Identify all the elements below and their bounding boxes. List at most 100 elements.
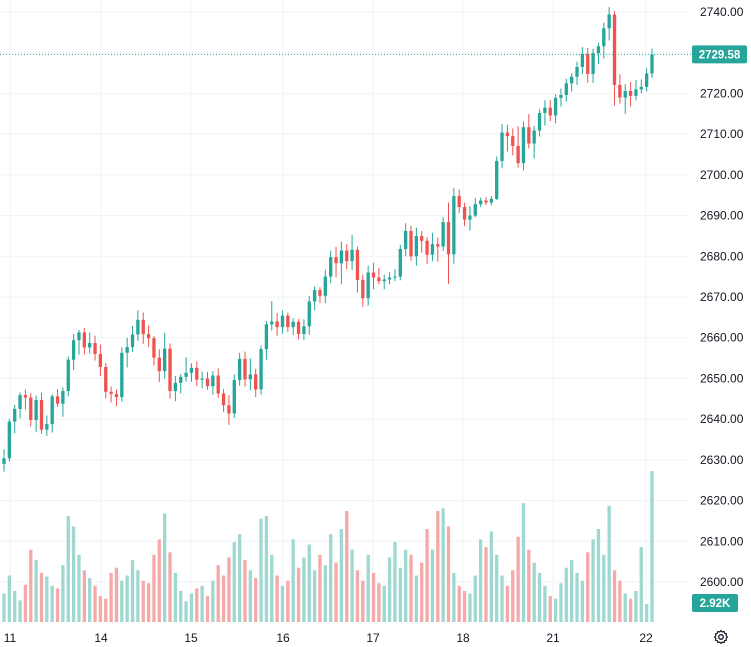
candle-body <box>414 235 419 257</box>
y-tick-label: 2620.00 <box>700 494 744 508</box>
candle-body <box>130 334 135 348</box>
volume-bar <box>23 584 28 622</box>
volume-bar <box>264 516 269 622</box>
y-tick-label: 2610.00 <box>700 534 744 548</box>
candle-body <box>45 424 49 430</box>
volume-bar <box>98 596 103 622</box>
volume-bar <box>270 554 274 622</box>
volume-bar <box>387 557 392 622</box>
candle-body <box>114 393 119 398</box>
candle-body <box>77 332 81 341</box>
candle-body <box>323 276 327 296</box>
volume-bar <box>93 585 97 622</box>
volume-bar <box>189 593 194 622</box>
volume-bar <box>211 580 215 622</box>
grid-lines <box>0 0 690 600</box>
candle-body <box>237 358 242 381</box>
candle-body <box>163 348 167 372</box>
settings-gear-icon[interactable] <box>711 627 731 647</box>
volume-bar <box>371 572 376 622</box>
y-tick-label: 2660.00 <box>700 331 744 345</box>
y-tick-label: 2650.00 <box>700 371 744 385</box>
candle-body <box>639 86 643 90</box>
volume-bar <box>114 567 119 622</box>
volume-bar <box>382 585 386 622</box>
volume-bar <box>307 544 311 622</box>
candle-body <box>468 215 472 220</box>
volume-bar <box>227 557 231 622</box>
volume-bar <box>612 570 617 622</box>
volume-bar <box>173 572 178 622</box>
volume-bar <box>553 598 558 622</box>
volume-bar <box>484 547 488 622</box>
y-tick-label: 2740.00 <box>700 5 744 19</box>
volume-bar <box>409 554 413 622</box>
volume-bar <box>248 570 253 622</box>
x-tick-label: 21 <box>546 631 560 645</box>
candle-body <box>270 321 274 325</box>
volume-bar <box>355 570 360 622</box>
candle-body <box>436 244 440 247</box>
volume-bar <box>521 503 526 622</box>
volume-bar <box>88 578 92 622</box>
candle-body <box>173 382 178 392</box>
candle-body <box>607 14 611 29</box>
volume-bar <box>366 554 370 622</box>
volume-bar <box>120 580 124 622</box>
volume-bar <box>339 529 344 622</box>
candle-body <box>543 107 547 113</box>
volume-bar <box>291 539 295 622</box>
candle-body <box>511 136 515 146</box>
volume-bar <box>516 536 520 622</box>
candle-body <box>409 231 413 257</box>
candle-body <box>345 250 349 262</box>
volume-bar <box>45 576 49 622</box>
volume-bar <box>61 565 65 622</box>
volume-bar <box>650 471 654 622</box>
x-tick-label: 15 <box>184 631 198 645</box>
volume-bar <box>532 562 536 622</box>
volume-bar <box>580 580 585 622</box>
candle-body <box>179 376 183 383</box>
volume-bar <box>618 580 622 622</box>
volume-bar <box>564 567 568 622</box>
candle-body <box>243 358 247 380</box>
candle-body <box>575 66 579 77</box>
candle-body <box>200 378 204 380</box>
candle-body <box>291 321 295 328</box>
volume-bar <box>537 572 542 622</box>
candle-body <box>366 272 370 299</box>
volume-bar <box>334 562 338 622</box>
volume-bar <box>39 572 44 622</box>
volume-bar <box>232 541 236 622</box>
y-tick-label: 2720.00 <box>700 86 744 100</box>
candle-body <box>259 349 263 390</box>
volume-bar <box>130 560 135 622</box>
volume-bar <box>559 583 563 622</box>
candle-body <box>377 277 381 282</box>
volume-bar <box>329 534 333 622</box>
volume-bar <box>179 591 183 622</box>
volume-bar <box>205 596 210 622</box>
volume-bar <box>109 572 113 622</box>
volume-bar <box>441 508 445 622</box>
candle-body <box>254 374 258 390</box>
candle-body <box>446 222 451 255</box>
volume-bar <box>146 583 151 622</box>
volume-bar <box>602 554 606 622</box>
volume-bar <box>184 601 188 622</box>
candle-body <box>141 319 145 335</box>
candle-body <box>570 76 574 84</box>
volume-bar <box>82 570 86 622</box>
candle-body <box>478 200 483 205</box>
candle-body <box>495 161 499 199</box>
candle-body <box>275 321 279 328</box>
candle-body <box>307 301 311 327</box>
candle-body <box>462 207 467 220</box>
volume-bar <box>586 552 590 622</box>
candle-body <box>382 279 386 282</box>
y-tick-label: 2600.00 <box>700 575 744 589</box>
candle-body <box>361 279 365 299</box>
x-axis-ticks: 11 14 15 16 17 18 21 22 <box>4 631 653 645</box>
y-tick-label: 2640.00 <box>700 412 744 426</box>
